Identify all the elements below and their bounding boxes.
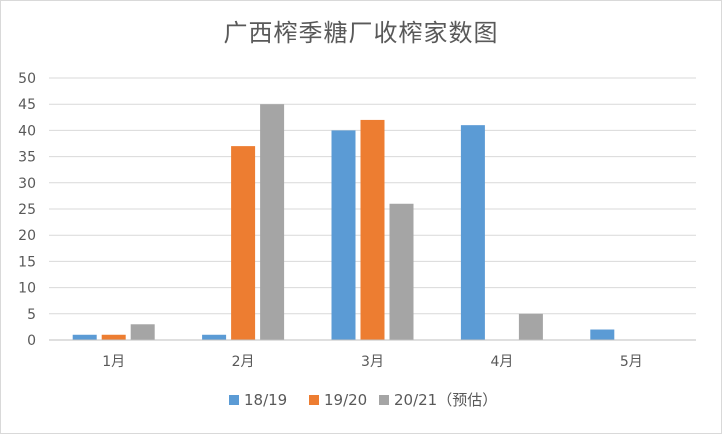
bar-1819-5: [590, 329, 615, 340]
x-tick-label: 1月: [102, 354, 125, 370]
x-tick-label: 4月: [490, 354, 513, 370]
legend-swatch: [309, 395, 319, 405]
bar-1819-4: [460, 125, 485, 340]
y-tick-label: 0: [27, 333, 36, 349]
y-tick-label: 20: [18, 228, 36, 244]
y-tick-label: 45: [18, 97, 36, 113]
x-tick-label: 2月: [232, 354, 255, 370]
bar-2021-1: [130, 324, 155, 340]
bar-1920-2: [231, 146, 256, 340]
y-tick-label: 30: [18, 176, 36, 192]
bar-1920-3: [360, 119, 385, 340]
x-tick-label: 5月: [620, 354, 643, 370]
y-tick-label: 40: [18, 123, 36, 139]
y-tick-label: 15: [18, 254, 36, 270]
bar-2021-3: [389, 203, 414, 340]
legend-swatch: [379, 395, 389, 405]
bar-1819-1: [72, 334, 97, 340]
bar-2021-2: [260, 104, 285, 340]
legend-label: 18/19: [244, 391, 287, 409]
x-axis: 1月 2月 3月 4月 5月: [49, 339, 696, 370]
legend: 18/19 19/20 20/21（预估）: [229, 391, 497, 409]
legend-label: 19/20: [324, 391, 367, 409]
chart-title: 广西榨季糖厂收榨家数图: [223, 19, 499, 47]
bar-2021-4: [518, 313, 543, 340]
legend-swatch: [229, 395, 239, 405]
x-tick-label: 3月: [361, 354, 384, 370]
bar-1819-2: [202, 334, 227, 340]
y-tick-label: 25: [18, 202, 36, 218]
y-tick-label: 10: [18, 281, 36, 297]
bars: [72, 104, 615, 340]
y-tick-label: 35: [18, 150, 36, 166]
bar-1819-3: [331, 130, 356, 340]
y-tick-label: 50: [18, 71, 36, 87]
bar-1920-1: [101, 334, 126, 340]
y-axis: 0 5 10 15 20 25 30 35 40 45 50: [18, 71, 36, 349]
legend-label: 20/21（预估）: [394, 391, 497, 409]
y-tick-label: 5: [27, 307, 36, 323]
